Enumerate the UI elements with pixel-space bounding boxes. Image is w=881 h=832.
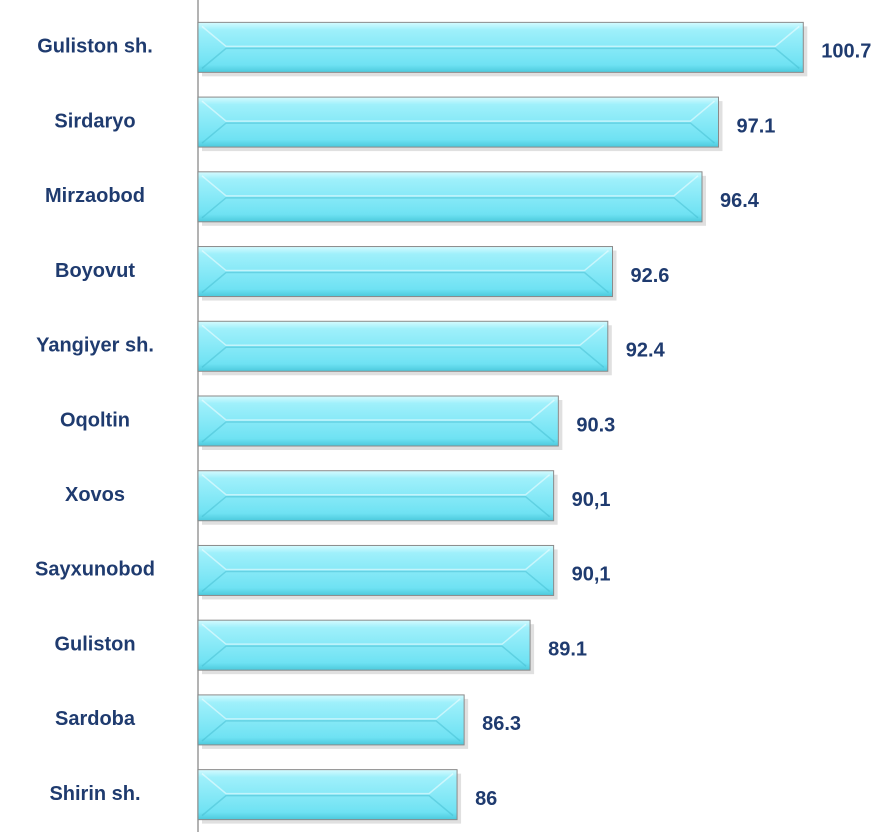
bar-bevel — [201, 271, 609, 294]
category-label: Oqoltin — [60, 409, 130, 431]
value-label: 96.4 — [720, 190, 760, 212]
bar-bevel — [201, 346, 605, 368]
category-label: Sirdaryo — [54, 110, 135, 132]
bar-bevel — [201, 249, 609, 272]
value-label: 89.1 — [548, 638, 587, 660]
value-label: 86.3 — [482, 713, 521, 735]
bar-bevel — [201, 720, 461, 742]
bar-bevel — [201, 421, 555, 443]
bar — [197, 769, 458, 821]
bar-bevel — [201, 47, 800, 69]
value-label: 97.1 — [736, 115, 775, 137]
bar-bevel — [201, 25, 800, 48]
bar-bevel — [201, 548, 551, 571]
value-label: 90,1 — [572, 564, 611, 586]
bar-bevel — [201, 474, 551, 496]
bar — [197, 246, 614, 298]
value-label: 90.3 — [576, 414, 615, 436]
category-label: Guliston sh. — [37, 36, 153, 58]
category-label: Boyovut — [55, 260, 135, 282]
value-label: 86 — [475, 788, 497, 810]
category-label: Guliston — [54, 633, 135, 655]
bar-bevel — [201, 698, 461, 720]
bar — [197, 21, 804, 73]
category-label: Sardoba — [55, 708, 136, 730]
category-label: Yangiyer sh. — [36, 335, 154, 357]
bar-bevel — [201, 122, 715, 144]
bar — [197, 96, 719, 148]
value-label: 92.4 — [626, 340, 666, 362]
bar-bevel — [201, 623, 527, 645]
category-label: Xovos — [65, 484, 125, 506]
bar-bevel — [201, 175, 699, 197]
bar — [197, 470, 555, 522]
bar-bevel — [201, 324, 605, 347]
bar — [197, 619, 531, 671]
category-label: Mirzaobod — [45, 185, 145, 207]
bar-bevel — [201, 100, 715, 122]
bar — [197, 171, 703, 223]
bar-bevel — [201, 197, 699, 219]
bar-bevel — [201, 399, 555, 421]
bar — [197, 544, 555, 596]
value-label: 90,1 — [572, 489, 611, 511]
bar — [197, 694, 465, 746]
bar-bevel — [201, 570, 551, 593]
bar — [197, 395, 559, 447]
category-label: Shirin sh. — [49, 783, 140, 805]
value-label: 92.6 — [631, 265, 670, 287]
category-label: Sayxunobod — [35, 559, 155, 581]
value-label: 100.7 — [821, 41, 871, 63]
bar — [197, 320, 609, 372]
bar-bevel — [201, 645, 527, 667]
bar-bevel — [201, 794, 454, 817]
bar-bevel — [201, 495, 551, 518]
bar-bevel — [201, 773, 454, 795]
